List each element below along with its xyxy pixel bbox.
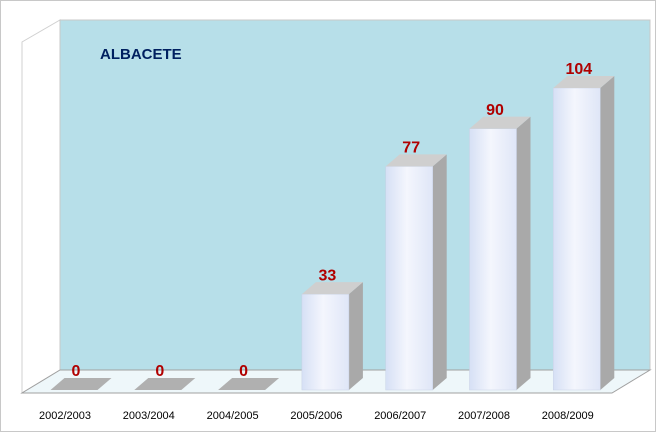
value-label: 0 [239, 363, 248, 380]
bar [50, 378, 112, 390]
bar-top [134, 378, 196, 390]
x-tick-label: 2003/2004 [123, 410, 175, 422]
bar-top [301, 282, 363, 295]
bar-front [301, 293, 350, 391]
bar [553, 76, 615, 391]
bar-top [553, 76, 615, 88]
bar-front [469, 128, 517, 391]
bar-top [218, 378, 280, 390]
bar-top [50, 378, 112, 390]
bar-side [348, 282, 363, 390]
bar [218, 378, 280, 390]
value-label: 77 [402, 140, 420, 157]
x-tick-label: 2007/2008 [458, 410, 510, 422]
value-label: 0 [72, 363, 81, 380]
bar-top [469, 116, 531, 129]
x-tick-label: 2006/2007 [374, 410, 426, 422]
value-label: 90 [486, 102, 504, 119]
bar-side [600, 76, 615, 390]
bar-front [385, 166, 433, 391]
value-label: 33 [319, 267, 337, 284]
bar-top [385, 154, 447, 167]
side-wall [21, 19, 61, 394]
x-tick-label: 2005/2006 [290, 410, 342, 422]
bar [301, 282, 363, 391]
bar [469, 116, 531, 391]
bar [134, 378, 196, 390]
value-label: 104 [565, 61, 592, 78]
value-label: 0 [155, 363, 164, 380]
x-tick-label: 2002/2003 [39, 410, 91, 422]
chart-title: ALBACETE [100, 46, 182, 63]
bar [385, 154, 447, 391]
bar-side [432, 154, 447, 390]
bar-side [516, 116, 531, 391]
x-tick-label: 2008/2009 [542, 410, 594, 422]
x-tick-label: 2004/2005 [207, 410, 259, 422]
bar-front [553, 87, 601, 391]
